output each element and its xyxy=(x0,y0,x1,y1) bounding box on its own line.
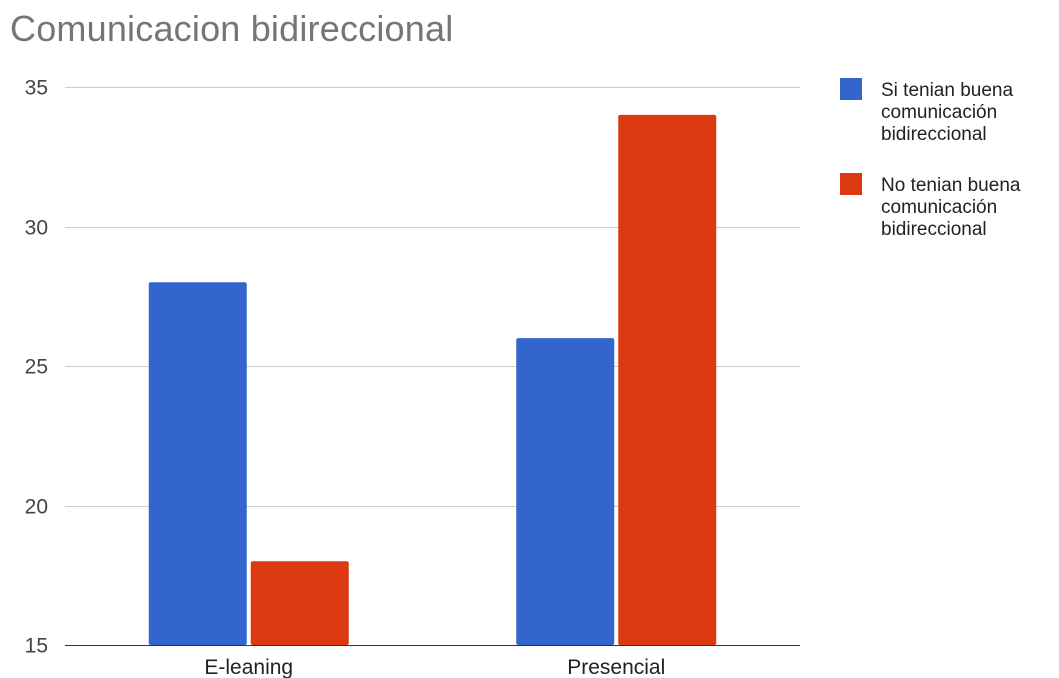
y-tick-label: 25 xyxy=(25,356,48,379)
x-category-label: E-leaning xyxy=(204,656,293,678)
legend-label-line: Si tenian buena xyxy=(881,80,1013,101)
legend[interactable]: Si tenian buenacomunicaciónbidireccional… xyxy=(840,78,1021,240)
x-category-label: Presencial xyxy=(567,656,665,678)
y-tick-label: 20 xyxy=(25,496,48,519)
chart-title: Comunicacion bidireccional xyxy=(10,8,454,49)
bar-e-leaning-series-2[interactable] xyxy=(250,561,349,645)
y-tick-label: 15 xyxy=(25,635,48,658)
bar-e-leaning-series-1[interactable] xyxy=(148,282,247,645)
legend-label-line: bidireccional xyxy=(881,124,987,145)
y-tick-label: 35 xyxy=(25,77,48,100)
legend-swatch xyxy=(840,78,862,100)
legend-label-line: comunicación xyxy=(881,102,997,123)
x-axis-categories: E-leaning Presencial xyxy=(204,656,665,678)
bar-presencial-series-1[interactable] xyxy=(516,338,615,645)
legend-label-line: comunicación xyxy=(881,197,997,218)
bars xyxy=(148,114,717,645)
y-tick-label: 30 xyxy=(25,217,48,240)
y-axis-ticks: 15 20 25 30 35 xyxy=(25,77,48,658)
bar-presencial-series-2[interactable] xyxy=(618,114,717,645)
legend-label-line: No tenian buena xyxy=(881,175,1021,196)
legend-swatch xyxy=(840,173,862,195)
legend-label-line: bidireccional xyxy=(881,219,987,240)
